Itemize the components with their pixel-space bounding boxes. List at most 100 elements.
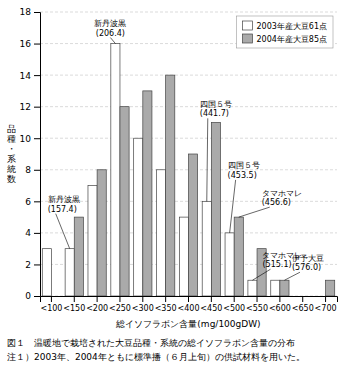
y-axis-title-line: 品 bbox=[7, 124, 16, 134]
x-tick: <150 bbox=[63, 296, 85, 313]
tick-mark bbox=[51, 296, 52, 302]
bar bbox=[65, 249, 74, 296]
legend-item: 2004年産大豆85点 bbox=[242, 34, 327, 44]
y-tick-label: 0 bbox=[25, 291, 31, 301]
tick-mark bbox=[34, 138, 40, 139]
tick-mark bbox=[34, 44, 40, 45]
tick-mark bbox=[188, 296, 189, 302]
tick-mark bbox=[97, 296, 98, 302]
annotation-line bbox=[284, 272, 300, 280]
annotation-line-text: 四国５号 bbox=[200, 100, 232, 109]
bar bbox=[179, 217, 188, 296]
tick-mark bbox=[257, 296, 258, 302]
bar bbox=[166, 75, 175, 296]
x-tick: <450 bbox=[200, 296, 222, 313]
y-tick: 2 bbox=[25, 260, 40, 270]
y-tick: 0 bbox=[25, 291, 40, 301]
legend-box bbox=[236, 16, 333, 48]
y-tick: 14 bbox=[20, 70, 40, 80]
bar bbox=[326, 280, 335, 296]
x-tick: <350 bbox=[155, 296, 177, 313]
bar bbox=[202, 201, 211, 296]
y-axis-title-line: 種 bbox=[7, 134, 16, 144]
tick-mark bbox=[34, 201, 40, 202]
x-tick-label: <400 bbox=[178, 304, 200, 313]
tick-mark bbox=[34, 170, 40, 171]
x-tick-label: <200 bbox=[86, 304, 108, 313]
title-line: 図１ 温暖地で栽培された大豆品種・系統の総イソフラボン含量の分布 bbox=[7, 338, 295, 348]
grid bbox=[40, 12, 337, 296]
x-tick: <300 bbox=[132, 296, 154, 313]
y-tick-label: 16 bbox=[20, 39, 32, 49]
bar bbox=[316, 296, 325, 297]
annotation: タマホマレ(456.6) bbox=[262, 189, 302, 208]
annotation-line-text: (441.7) bbox=[200, 109, 229, 118]
annotation-line-text: タマホマレ bbox=[262, 189, 302, 198]
x-tick: <100 bbox=[40, 296, 62, 313]
bar bbox=[248, 280, 257, 296]
annotation-line bbox=[252, 269, 270, 280]
x-tick: <400 bbox=[178, 296, 200, 313]
legend-label: 2003年産大豆61点 bbox=[256, 22, 327, 31]
y-axis: 024681012141618 bbox=[20, 7, 41, 301]
x-tick-label: <450 bbox=[200, 304, 222, 313]
x-tick: <700 bbox=[315, 296, 337, 313]
bar bbox=[42, 249, 51, 296]
y-tick: 6 bbox=[25, 197, 40, 207]
annotation-line-text: (576.0) bbox=[292, 263, 321, 272]
bar bbox=[157, 170, 166, 296]
x-tick: <550 bbox=[246, 296, 268, 313]
axis-line bbox=[34, 13, 41, 297]
y-tick-label: 4 bbox=[25, 228, 31, 238]
y-axis-title-line: 統 bbox=[7, 164, 16, 174]
bar bbox=[111, 44, 120, 296]
tick-mark bbox=[34, 12, 40, 13]
grid-line bbox=[40, 138, 337, 139]
annotation-line-text: 四国５号 bbox=[228, 161, 260, 170]
bar bbox=[51, 296, 60, 297]
grid-line bbox=[40, 106, 337, 107]
chart: <100<150<200<250<300<350<400<450<500<550… bbox=[0, 0, 345, 388]
bar bbox=[303, 296, 312, 297]
y-tick: 12 bbox=[20, 102, 40, 112]
annotation-line bbox=[207, 118, 208, 201]
annotation-line-text: (456.6) bbox=[262, 198, 291, 207]
bar bbox=[134, 138, 143, 296]
bar bbox=[189, 154, 198, 296]
axis-line bbox=[41, 297, 338, 303]
x-tick: <650 bbox=[292, 296, 314, 313]
bar bbox=[88, 186, 97, 296]
legend-swatch bbox=[242, 34, 252, 43]
x-tick-label: <700 bbox=[315, 304, 337, 313]
legend-label: 2004年産大豆85点 bbox=[256, 35, 327, 44]
tick-mark bbox=[302, 296, 303, 302]
tick-mark bbox=[34, 296, 40, 297]
x-tick-label: <650 bbox=[292, 304, 314, 313]
legend: 2003年産大豆61点 2004年産大豆85点 bbox=[236, 16, 333, 48]
x-tick: <500 bbox=[223, 296, 245, 313]
annotation-line-text: (515.1) bbox=[262, 260, 291, 269]
annotation-line bbox=[110, 38, 115, 44]
tick-mark bbox=[279, 296, 280, 302]
bar bbox=[211, 122, 220, 296]
y-tick: 18 bbox=[20, 7, 40, 17]
annotation-line-text: (453.5) bbox=[228, 171, 257, 180]
x-tick-label: <600 bbox=[269, 304, 291, 313]
tick-mark bbox=[325, 296, 326, 302]
y-tick-label: 2 bbox=[25, 260, 31, 270]
tick-mark bbox=[34, 75, 40, 76]
tick-mark bbox=[234, 296, 235, 302]
y-tick: 16 bbox=[20, 39, 40, 49]
bar bbox=[234, 217, 243, 296]
annotation-line bbox=[230, 180, 236, 233]
annotation-line bbox=[239, 207, 270, 217]
bar bbox=[271, 280, 280, 296]
subtitle: 注１）2003年、2004年ともに標準播（６月上旬）の供試材料を用いた。 bbox=[7, 352, 305, 362]
x-axis-title: 総イソフラボン含量(mg/100gDW) bbox=[115, 319, 260, 329]
y-tick: 4 bbox=[25, 228, 40, 238]
y-axis-title-line: 系 bbox=[7, 154, 16, 164]
bar bbox=[280, 280, 289, 296]
subtitle-line: 注１）2003年、2004年ともに標準播（６月上旬）の供試材料を用いた。 bbox=[7, 352, 305, 362]
annotation-line-text: 新丹波黒 bbox=[48, 195, 80, 204]
x-tick: <600 bbox=[269, 296, 291, 313]
